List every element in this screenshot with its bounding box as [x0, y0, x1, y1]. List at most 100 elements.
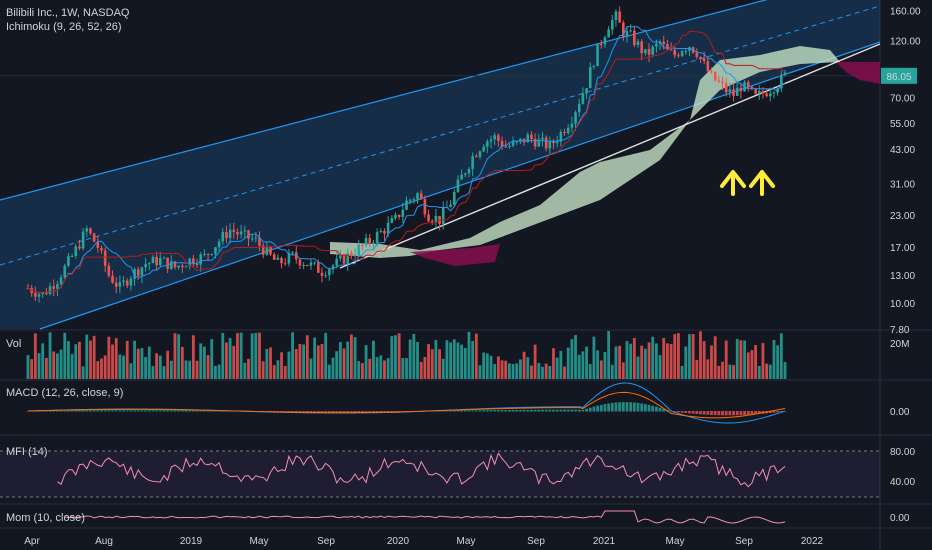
volume-bar — [640, 345, 644, 379]
macd-hist-bar — [158, 410, 162, 412]
macd-hist-bar — [471, 410, 475, 412]
candle-body — [192, 258, 195, 265]
macd-hist-bar — [122, 410, 125, 412]
volume-bar — [397, 333, 401, 379]
volume-bar — [743, 340, 746, 379]
candle-body — [515, 141, 519, 143]
macd-hist-bar — [136, 410, 140, 412]
candle-body — [456, 179, 460, 192]
candle-body — [695, 52, 699, 57]
macd-hist-bar — [507, 409, 511, 412]
volume-bar — [570, 339, 574, 379]
candle-body — [684, 50, 688, 52]
macd-hist-bar — [489, 410, 493, 412]
volume-bar — [474, 333, 478, 379]
volume-bar — [357, 361, 361, 379]
time-tick-label: Sep — [527, 536, 545, 547]
macd-hist-bar — [151, 410, 155, 412]
candle-body — [85, 228, 89, 232]
volume-bar — [632, 338, 636, 379]
candle-body — [346, 252, 350, 264]
candle-body — [732, 89, 735, 96]
volume-bar — [74, 344, 78, 379]
volume-bar — [236, 333, 239, 379]
candle-body — [588, 67, 592, 89]
candle-body — [427, 214, 430, 222]
volume-bar — [607, 331, 611, 379]
volume-bar — [669, 343, 673, 379]
macd-hist-bar — [55, 410, 59, 412]
macd-line — [27, 382, 786, 424]
candle-body — [702, 58, 706, 62]
volume-bar — [765, 363, 769, 379]
volume-bar — [375, 357, 379, 379]
volume-bar — [544, 363, 548, 379]
volume-group — [26, 331, 787, 379]
volume-bar — [530, 365, 533, 379]
volume-bar — [283, 366, 287, 379]
volume-bar — [107, 336, 111, 379]
candle-body — [666, 44, 669, 50]
tenkan-line — [27, 26, 786, 293]
macd-hist-bar — [577, 409, 581, 412]
volume-bar — [125, 340, 129, 379]
macd-hist-bar — [155, 410, 159, 412]
volume-bar — [129, 363, 133, 379]
candle-body — [291, 252, 294, 254]
volume-bar — [228, 338, 232, 379]
volume-bar — [489, 355, 493, 379]
volume-bar — [478, 365, 482, 379]
macd-hist-bar — [107, 410, 111, 412]
candle-body — [614, 11, 618, 21]
candle-body — [394, 214, 397, 219]
macd-hist-bar — [496, 410, 500, 412]
macd-hist-bar — [647, 404, 651, 412]
candle-body — [147, 263, 151, 265]
volume-bar — [702, 341, 706, 379]
volume-bar — [63, 332, 67, 379]
candle-body — [37, 294, 41, 297]
volume-bar — [735, 338, 739, 379]
candle-body — [379, 230, 383, 233]
volume-bar — [324, 332, 328, 379]
volume-bar — [210, 339, 214, 379]
price-tick-label: 55.00 — [890, 119, 915, 130]
macd-hist-bar — [478, 410, 482, 412]
macd-hist-bar — [78, 410, 81, 412]
candle-body — [350, 252, 353, 257]
candle-body — [419, 193, 423, 200]
macd-hist-bar — [776, 411, 780, 413]
candle-body — [713, 71, 717, 81]
volume-bar — [111, 344, 114, 379]
price-tick-label: 17.00 — [890, 243, 915, 254]
volume-bar — [372, 340, 375, 379]
candle-body — [622, 22, 625, 37]
macd-hist-bar — [599, 404, 603, 412]
volume-bar — [147, 346, 151, 379]
candle-body — [276, 257, 280, 260]
volume-bar — [26, 355, 30, 379]
candle-body — [460, 174, 463, 180]
macd-hist-bar — [596, 405, 599, 412]
macd-hist-bar — [379, 411, 383, 413]
volume-bar — [302, 344, 306, 379]
candle-body — [655, 43, 658, 47]
macd-hist-bar — [519, 409, 522, 412]
candle-body — [673, 49, 677, 56]
candle-body — [155, 256, 158, 266]
macd-hist-bar — [467, 410, 471, 412]
macd-hist-bar — [342, 411, 346, 413]
volume-bar — [173, 333, 177, 379]
time-tick-label: Aug — [95, 536, 113, 547]
macd-hist-bar — [555, 409, 559, 412]
candle-body — [173, 261, 177, 268]
volume-bar — [151, 366, 155, 379]
macd-hist-bar — [563, 409, 566, 412]
volume-bar — [320, 344, 324, 379]
volume-bar — [390, 336, 394, 379]
volume-bar — [625, 341, 629, 379]
volume-bar — [331, 357, 335, 379]
volume-bar — [243, 362, 247, 379]
candle-body — [361, 244, 364, 246]
